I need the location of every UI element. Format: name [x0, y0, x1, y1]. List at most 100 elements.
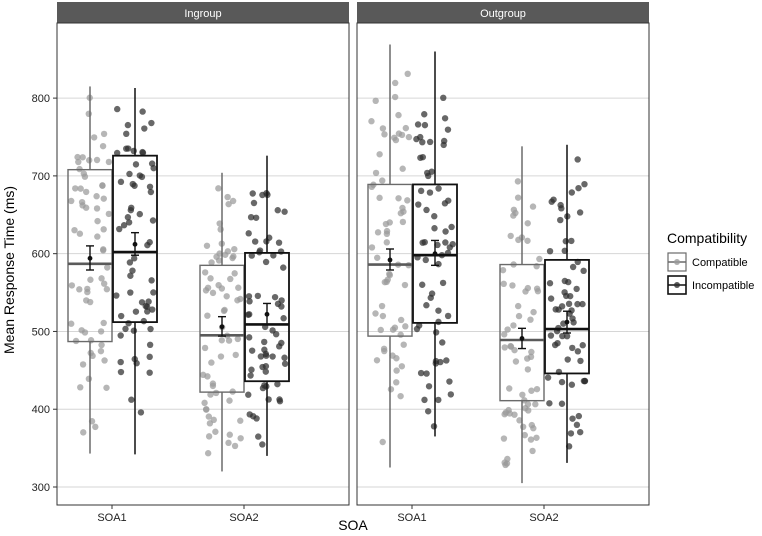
data-point [372, 310, 379, 317]
data-point [120, 222, 128, 229]
data-point [251, 238, 259, 245]
y-tick-label: 400 [32, 404, 50, 416]
data-point [278, 339, 285, 347]
data-point [574, 156, 581, 163]
data-point [441, 200, 449, 207]
data-point [448, 223, 455, 231]
data-point [148, 277, 155, 284]
data-point [116, 225, 123, 233]
data-point [137, 409, 145, 416]
data-point [97, 328, 105, 335]
data-point [432, 329, 440, 336]
data-point [87, 337, 95, 344]
data-point [430, 423, 438, 430]
legend-entry-compatible: Compatible [667, 252, 748, 272]
data-point [255, 433, 262, 440]
data-point [75, 158, 82, 166]
data-point [235, 284, 242, 291]
data-point [146, 239, 153, 246]
data-point [557, 216, 564, 224]
data-point [245, 311, 252, 318]
data-point [225, 200, 232, 208]
data-point [92, 423, 99, 431]
data-point [261, 338, 268, 346]
box-soa2-incompatible [544, 144, 590, 463]
data-point [522, 288, 529, 295]
data-point [68, 320, 75, 327]
legend-key-point [674, 282, 680, 288]
data-point [276, 396, 283, 403]
data-point [204, 312, 211, 319]
data-point [447, 391, 455, 398]
data-point [147, 188, 155, 196]
data-point [231, 442, 239, 450]
data-point [139, 108, 146, 115]
data-point [212, 428, 219, 435]
data-point [580, 267, 587, 275]
data-point [428, 168, 435, 175]
data-point [544, 374, 552, 381]
mean-point [219, 324, 225, 330]
data-point [127, 289, 134, 296]
data-point [237, 435, 244, 442]
box-soa2-incompatible [244, 155, 290, 456]
data-point [399, 204, 406, 212]
data-point [500, 280, 507, 288]
box-body [367, 183, 413, 337]
data-point [446, 378, 453, 385]
data-point [71, 226, 78, 234]
data-point [68, 282, 76, 289]
data-point [533, 434, 540, 441]
data-point [89, 352, 96, 360]
box-soa2-compatible [499, 146, 545, 484]
data-point [528, 387, 535, 394]
data-point [259, 384, 267, 392]
data-point [501, 331, 508, 338]
data-point [441, 115, 449, 122]
data-point [534, 288, 542, 295]
data-point [87, 276, 94, 283]
data-point [231, 245, 238, 253]
data-point [442, 239, 449, 246]
data-point [378, 302, 386, 310]
y-tick-label: 600 [32, 249, 50, 261]
panel-strip [357, 2, 649, 23]
data-point [442, 228, 449, 235]
data-point [580, 377, 588, 385]
mean-point [432, 251, 438, 257]
data-point [100, 246, 107, 253]
data-point [524, 237, 531, 244]
data-point [397, 392, 404, 400]
data-point [209, 289, 217, 297]
data-point [105, 158, 113, 166]
mean-point [87, 255, 93, 261]
box-soa1-incompatible [412, 51, 458, 437]
data-point [224, 248, 232, 255]
data-point [559, 332, 566, 340]
box-body [412, 183, 458, 324]
data-point [376, 194, 383, 202]
data-point [435, 260, 442, 268]
data-point [136, 210, 143, 218]
data-point [126, 170, 133, 178]
data-point [566, 310, 573, 317]
data-point [269, 353, 276, 360]
data-point [259, 191, 266, 199]
data-point [245, 334, 253, 341]
data-point [77, 384, 84, 391]
data-point [249, 413, 257, 420]
data-point [226, 431, 233, 438]
data-point [77, 185, 84, 192]
data-point [529, 447, 536, 455]
data-point [419, 239, 426, 246]
data-point [546, 280, 554, 287]
data-point [201, 344, 209, 352]
data-point [502, 409, 510, 416]
data-point [141, 125, 148, 132]
data-point [379, 312, 387, 320]
data-point [210, 416, 217, 424]
data-point [374, 229, 382, 236]
data-point [431, 213, 438, 220]
panel-title: Ingroup [184, 8, 221, 20]
x-tick-label: SOA1 [97, 512, 126, 524]
